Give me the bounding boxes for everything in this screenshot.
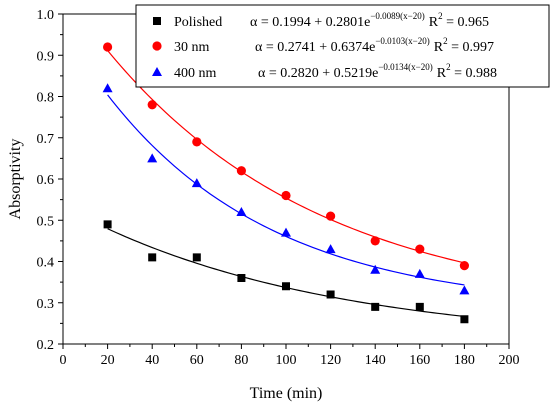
fit-curve-400-nm (107, 94, 465, 286)
legend-series-name: 400 nm (174, 66, 217, 81)
data-point-400-nm (147, 153, 158, 163)
data-point-polished (192, 253, 201, 262)
legend-equation: α = 0.2741 + 0.6374e−0.0103(x−20) R2 = 0.… (255, 36, 494, 55)
legend-marker-400-nm (152, 67, 162, 76)
x-tick-label: 60 (190, 353, 204, 368)
y-tick-label: 0.3 (37, 297, 55, 312)
x-tick-label: 200 (499, 353, 520, 368)
data-point-polished (148, 253, 157, 262)
data-point-400-nm (191, 178, 202, 188)
y-tick-label: 0.5 (37, 214, 55, 229)
data-point-400-nm (370, 264, 381, 274)
legend: Polished α = 0.1994 + 0.2801e−0.0089(x−20… (135, 4, 550, 88)
y-tick-label: 0.9 (37, 49, 55, 64)
data-point-polished (103, 220, 112, 229)
data-point-30-nm (281, 190, 291, 201)
legend-box (135, 4, 550, 88)
fit-curves (107, 50, 465, 318)
x-tick-label: 20 (101, 353, 115, 368)
data-point-400-nm (414, 268, 425, 278)
data-point-polished (282, 282, 290, 291)
legend-series-name: Polished (174, 15, 222, 30)
data-points (102, 42, 470, 324)
y-tick-label: 0.8 (37, 91, 55, 106)
data-point-30-nm (147, 100, 157, 110)
data-point-30-nm (326, 211, 336, 221)
x-axis-label: Time (min) (250, 385, 323, 402)
data-point-polished (371, 302, 380, 311)
x-tick-label: 120 (320, 353, 341, 368)
data-point-400-nm (102, 83, 113, 93)
y-tick-label: 0.6 (37, 173, 55, 188)
data-point-30-nm (103, 42, 113, 52)
data-point-polished (237, 274, 246, 282)
data-point-polished (326, 290, 335, 299)
data-point-30-nm (415, 244, 425, 254)
y-tick-label: 0.7 (37, 132, 55, 147)
x-tick-label: 80 (234, 353, 248, 368)
fit-curve-polished (107, 228, 465, 318)
data-point-400-nm (459, 285, 470, 295)
x-tick-label: 180 (454, 353, 475, 368)
legend-marker-polished (153, 17, 161, 25)
data-point-400-nm (325, 244, 336, 254)
x-tick-label: 0 (60, 353, 67, 368)
x-tick-label: 100 (276, 353, 297, 368)
data-point-30-nm (192, 137, 202, 147)
legend-equation: α = 0.1994 + 0.2801e−0.0089(x−20) R2 = 0.… (250, 11, 489, 30)
y-axis-label: Absorptivity (7, 139, 24, 220)
data-point-polished (415, 302, 424, 311)
y-axis: 0.2 0.3 0.4 0.5 0.6 0.7 0.8 0.9 1.0 (37, 8, 63, 353)
x-tick-label: 160 (409, 353, 430, 368)
data-point-polished (460, 315, 469, 324)
x-tick-label: 140 (365, 353, 386, 368)
legend-equation: α = 0.2820 + 0.5219e−0.0134(x−20) R2 = 0.… (258, 62, 497, 81)
data-point-400-nm (236, 207, 247, 216)
y-tick-label: 1.0 (37, 8, 55, 23)
legend-series-name: 30 nm (174, 40, 210, 55)
x-axis: 0 20 40 60 80 100 120 140 160 180 200 (60, 344, 520, 368)
data-point-30-nm (236, 166, 246, 176)
y-tick-label: 0.4 (37, 256, 55, 271)
data-point-400-nm (281, 227, 291, 237)
data-point-30-nm (370, 236, 380, 246)
data-point-30-nm (459, 261, 469, 271)
y-tick-label: 0.2 (37, 338, 55, 353)
x-tick-label: 40 (145, 353, 159, 368)
legend-marker-30-nm (152, 41, 162, 51)
